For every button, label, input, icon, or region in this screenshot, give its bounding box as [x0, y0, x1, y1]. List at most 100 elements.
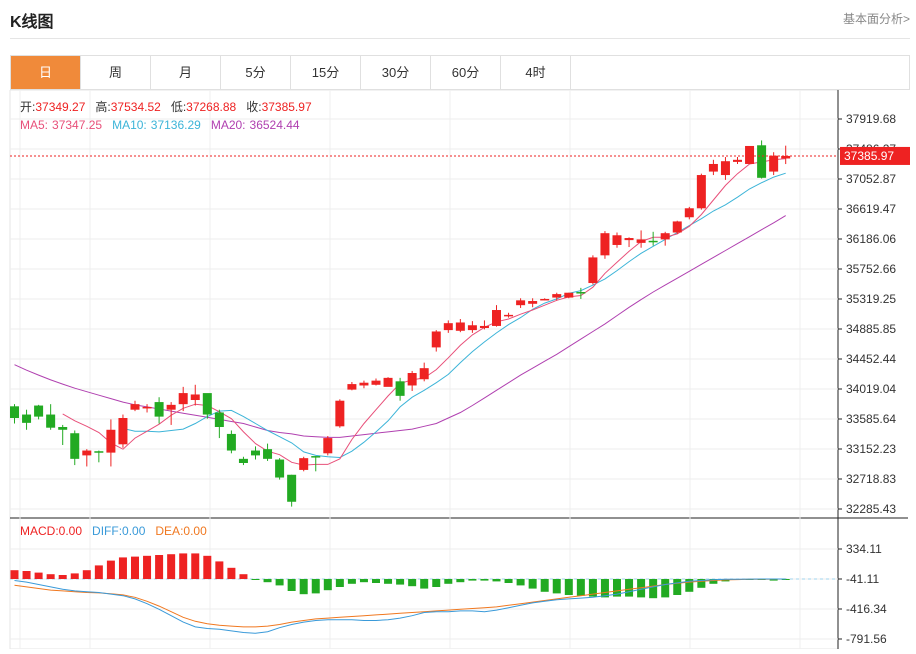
macd-bar	[408, 578, 417, 587]
close-label: 收:	[246, 100, 261, 114]
macd-bar	[287, 578, 296, 591]
page-title: K线图	[10, 14, 54, 31]
candle-body	[251, 450, 260, 456]
macd-bar	[131, 556, 139, 579]
macd-bar	[480, 578, 489, 581]
macd-bar	[118, 557, 127, 579]
ma10-label: MA10:	[112, 118, 147, 132]
macd-bar	[58, 575, 67, 579]
chart-area: 37919.6837486.2737052.8736619.4736186.06…	[0, 89, 916, 650]
macd-bar	[528, 578, 537, 589]
price-tick-label: 36619.47	[846, 202, 896, 216]
candle-body	[106, 429, 116, 453]
macd-bar	[709, 578, 718, 584]
candle-body	[576, 292, 586, 294]
high-label: 高:	[95, 99, 110, 114]
macd-bar	[685, 578, 694, 592]
candle-body	[455, 322, 465, 331]
candle-body	[22, 414, 32, 423]
tab-day[interactable]: 日	[11, 56, 81, 89]
close-value: 37385.97	[262, 100, 312, 114]
tab-5min[interactable]: 5分	[221, 56, 291, 89]
macd-tick-label: -41.11	[846, 572, 879, 586]
candle-body	[600, 233, 610, 256]
candle-body	[154, 402, 164, 417]
candle-body	[684, 208, 694, 218]
svg-text:开:37349.27高:37534.52低:37268.88: 开:37349.27 高:37534.52 低:37268.88 收:37385.97	[20, 99, 312, 114]
candle-body	[745, 145, 755, 164]
tab-week[interactable]: 周	[81, 56, 151, 89]
macd-bar	[70, 573, 79, 579]
candle-body	[202, 393, 212, 415]
price-tick-label: 36186.06	[846, 232, 896, 246]
macd-bar	[588, 578, 597, 597]
macd-bar	[347, 578, 356, 584]
candle-body	[540, 298, 550, 301]
tab-15min[interactable]: 15分	[291, 56, 361, 89]
candle-body	[226, 433, 236, 451]
fundamental-analysis-link[interactable]: 基本面分析>	[842, 12, 910, 26]
candle-body	[395, 381, 405, 396]
price-tick-label: 32285.43	[846, 502, 896, 516]
candle-body	[419, 368, 429, 380]
macd-bar	[167, 554, 176, 579]
macd-bar	[384, 578, 393, 584]
macd-bar	[263, 578, 272, 583]
ma20-line	[14, 215, 786, 438]
price-tick-label: 35319.25	[846, 292, 896, 306]
candle-body	[238, 458, 248, 463]
candle-body	[528, 301, 538, 304]
candle-body	[263, 449, 273, 459]
macd-bar	[10, 570, 19, 579]
dea-value: 0.00	[183, 524, 207, 538]
macd-bar	[516, 578, 525, 586]
macd-bar	[239, 574, 248, 579]
candle-body	[624, 238, 634, 241]
candle-body	[672, 221, 682, 233]
header-divider	[10, 38, 910, 39]
candle-body	[275, 459, 285, 478]
macd-bar	[564, 578, 573, 595]
macd-bar	[552, 578, 561, 594]
macd-bar	[299, 578, 308, 595]
macd-tick-label: -791.56	[846, 632, 887, 646]
macd-bar	[540, 578, 549, 592]
ma20-value: 36524.44	[250, 118, 300, 132]
candle-body	[311, 456, 321, 458]
macd-bar	[34, 572, 43, 579]
macd-tick-label: -416.34	[846, 602, 887, 616]
macd-bar	[468, 578, 477, 581]
high-value: 37534.52	[111, 100, 161, 114]
candle-body	[70, 433, 80, 459]
price-tick-label: 34019.04	[846, 382, 896, 396]
candle-body	[443, 323, 453, 331]
macd-bar	[106, 560, 115, 579]
macd-bar	[504, 578, 513, 583]
candle-body	[323, 438, 333, 454]
candle-body	[696, 175, 706, 209]
macd-bar	[420, 578, 429, 589]
tab-30min[interactable]: 30分	[361, 56, 431, 89]
candle-body	[636, 239, 646, 243]
candle-body	[383, 377, 393, 387]
ma10-line	[122, 172, 786, 459]
candle-body	[214, 412, 224, 428]
candle-body	[287, 474, 297, 502]
candle-body	[347, 384, 357, 390]
price-tick-label: 34885.85	[846, 322, 896, 336]
macd-bar	[311, 578, 320, 594]
macd-bar	[492, 578, 501, 582]
tab-60min[interactable]: 60分	[431, 56, 501, 89]
macd-bar	[576, 578, 585, 596]
candle-body	[82, 450, 92, 456]
ma5-value: 37347.25	[52, 118, 102, 132]
candle-body	[492, 310, 501, 326]
candle-body	[757, 145, 767, 178]
tab-4hour[interactable]: 4时	[501, 56, 571, 89]
last-price-tag	[840, 146, 910, 165]
candle-body	[371, 380, 381, 385]
tab-month[interactable]: 月	[151, 56, 221, 89]
candle-body	[552, 294, 562, 298]
candle-body	[407, 373, 417, 386]
macd-bar	[697, 578, 706, 588]
